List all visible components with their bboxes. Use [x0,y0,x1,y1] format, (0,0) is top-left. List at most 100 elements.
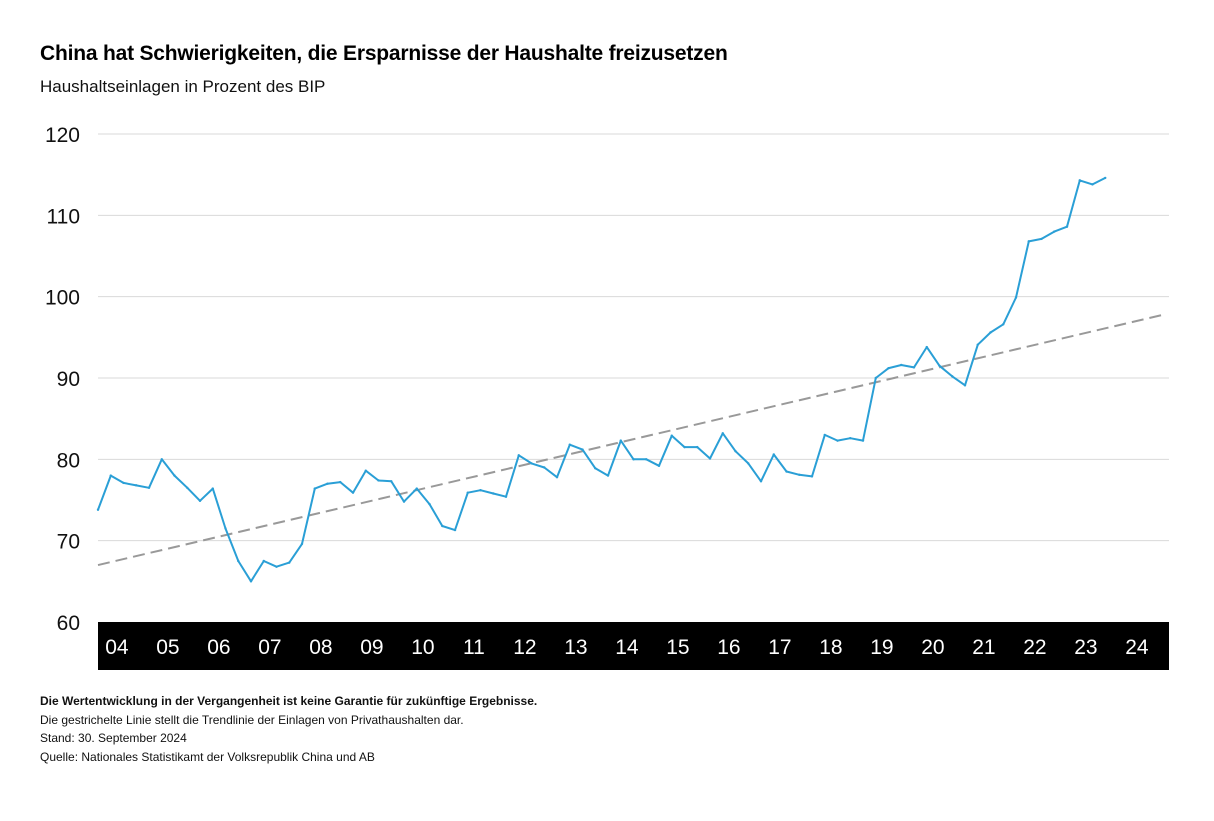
x-tick-label-22: 22 [1023,636,1046,659]
data-point-67 [951,375,954,378]
line-chart: 60 70 80 90 100 110 120 04 05 06 07 08 09 10 11 12 13 14 1… [45,124,1169,670]
data-point-23 [390,480,393,483]
data-point-11 [237,559,240,563]
x-tick-label-24: 24 [1125,636,1149,659]
data-point-4 [147,486,151,489]
y-tick-label-80: 80 [57,449,80,472]
data-point-35 [543,466,546,469]
data-point-75 [1053,230,1056,233]
x-tick-label-15: 15 [666,636,689,659]
x-tick-label-10: 10 [411,636,434,659]
data-point-59 [849,436,852,440]
data-point-8 [198,499,202,503]
data-point-72 [1014,296,1018,299]
y-tick-label-70: 70 [57,531,80,554]
data-point-77 [1078,179,1081,182]
data-point-70 [989,331,992,334]
x-axis-band [98,622,1169,670]
data-point-38 [581,448,584,451]
data-point-79 [1104,176,1107,180]
data-point-68 [963,384,967,387]
data-point-25 [415,487,418,490]
data-point-36 [555,476,559,479]
y-tick-label-100: 100 [45,287,80,310]
x-tick-label-13: 13 [564,636,587,659]
x-tick-label-14: 14 [615,636,639,659]
data-point-2 [122,481,125,485]
x-tick-label-09: 09 [360,636,383,659]
data-point-29 [466,491,469,494]
data-point-7 [186,486,189,489]
data-point-17 [313,487,316,490]
data-point-14 [275,565,278,568]
data-point-26 [428,502,431,506]
data-point-10 [224,527,227,530]
data-point-56 [810,475,814,478]
x-tick-label-12: 12 [513,636,536,659]
data-point-41 [619,439,622,442]
data-point-40 [606,474,610,477]
data-point-66 [938,364,941,367]
data-point-57 [823,433,826,437]
data-point-44 [657,464,661,468]
trendline-note: Die gestrichelte Linie stellt die Trendl… [40,712,464,727]
data-point-37 [568,443,571,446]
data-point-63 [900,363,903,367]
x-tick-label-23: 23 [1074,636,1097,659]
data-point-16 [300,542,304,546]
data-point-60 [861,439,865,442]
data-point-74 [1040,237,1043,241]
series-line-0 [97,177,1106,583]
data-point-58 [836,439,839,442]
data-point-50 [734,450,737,453]
source-note: Quelle: Nationales Statistikamt der Volk… [40,749,375,764]
data-point-49 [721,432,724,435]
chart-title: China hat Schwierigkeiten, die Ersparnis… [40,42,728,65]
data-point-39 [594,467,597,470]
data-point-43 [645,458,648,461]
x-tick-label-20: 20 [921,636,944,659]
data-point-27 [441,524,444,528]
data-point-31 [492,492,495,495]
data-point-6 [173,474,176,477]
data-point-73 [1027,240,1030,243]
data-point-65 [925,345,928,349]
x-tick-label-17: 17 [768,636,791,659]
data-point-19 [339,480,342,484]
data-point-62 [887,367,890,370]
data-point-32 [504,495,508,498]
data-point-15 [288,561,291,564]
data-point-34 [530,462,533,465]
x-tick-label-19: 19 [870,636,893,659]
x-tick-label-16: 16 [717,636,740,659]
data-point-3 [135,484,138,487]
data-point-24 [402,500,406,503]
data-point-21 [364,469,367,472]
data-point-5 [160,458,163,461]
data-point-54 [785,470,788,473]
data-point-52 [759,480,763,483]
data-point-45 [670,434,673,437]
data-point-30 [479,489,482,492]
data-point-18 [326,482,329,485]
x-tick-label-18: 18 [819,636,842,659]
data-point-22 [377,479,380,482]
data-point-12 [249,580,253,583]
data-point-13 [262,559,265,563]
data-point-51 [747,462,750,465]
x-tick-label-08: 08 [309,636,332,659]
x-tick-label-07: 07 [258,636,281,659]
data-point-0 [96,508,100,511]
x-tick-label-21: 21 [972,636,995,659]
data-point-55 [798,473,801,476]
chart-subtitle: Haushaltseinlagen in Prozent des BIP [40,77,326,96]
data-point-20 [351,491,355,494]
x-tick-label-06: 06 [207,636,230,659]
data-point-9 [211,487,214,490]
disclaimer-note: Die Wertentwicklung in der Vergangenheit… [40,694,538,708]
y-tick-label-120: 120 [45,124,80,147]
data-point-64 [912,366,916,369]
y-tick-label-110: 110 [47,205,80,228]
x-tick-label-04: 04 [105,636,129,659]
data-point-69 [976,343,979,346]
